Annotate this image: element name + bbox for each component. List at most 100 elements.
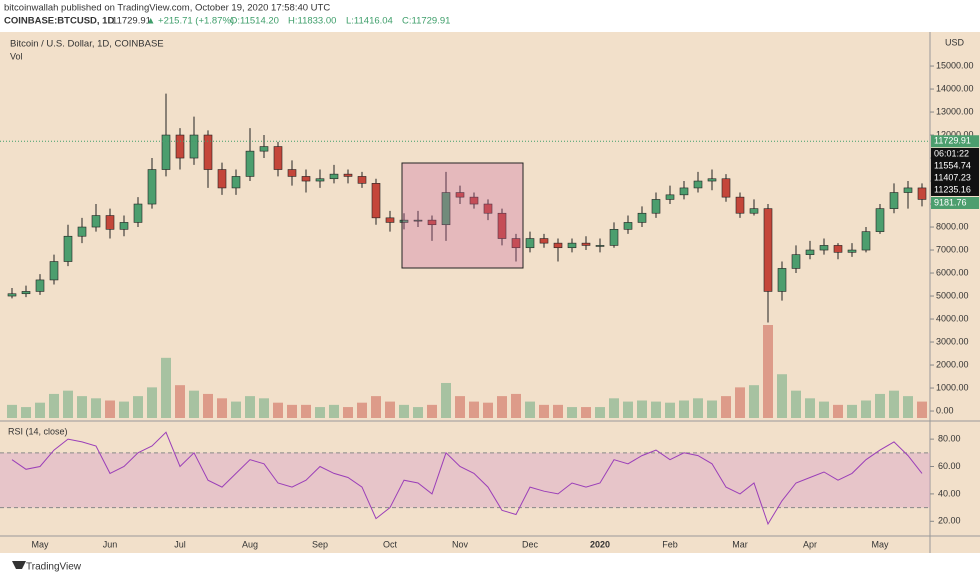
volume-bar	[399, 404, 409, 418]
x-tick-label: Nov	[452, 539, 469, 549]
volume-bar	[623, 401, 633, 418]
candle-body	[735, 196, 745, 214]
candle-body	[819, 245, 829, 251]
volume-bar	[553, 404, 563, 418]
price-label: 11554.74	[934, 160, 971, 170]
candle-body	[455, 192, 465, 198]
price-label-box	[931, 197, 979, 209]
volume-bar	[819, 401, 829, 418]
volume-bar	[161, 357, 171, 418]
candle-body	[49, 261, 59, 281]
y-tick-label: 7000.00	[936, 244, 969, 254]
x-tick-label: Feb	[662, 539, 678, 549]
x-tick-label: Apr	[803, 539, 817, 549]
volume-bar	[203, 393, 213, 418]
volume-bar	[651, 401, 661, 418]
candle-body	[301, 176, 311, 182]
candle-body	[441, 192, 451, 226]
volume-bar	[441, 382, 451, 418]
price-label-box	[931, 148, 979, 160]
candle-body	[91, 215, 101, 228]
x-tick-label: 2020	[590, 539, 610, 549]
candle-body	[693, 180, 703, 189]
last-price-label: 11729.91	[934, 136, 971, 146]
candle-body	[847, 249, 857, 253]
volume-bar	[679, 400, 689, 418]
price-label: 11407.23	[934, 172, 971, 182]
volume-bar	[861, 400, 871, 418]
volume-bar	[63, 390, 73, 418]
y-tick-label: 20.00	[938, 516, 961, 526]
volume-bar	[665, 402, 675, 418]
y-tick-label: 80.00	[938, 433, 961, 443]
volume-bar	[413, 407, 423, 418]
candle-body	[203, 134, 213, 170]
candle-body	[707, 178, 717, 182]
footer: TradingView	[26, 562, 82, 573]
x-tick-label: Mar	[732, 539, 748, 549]
candle-body	[777, 268, 787, 292]
candle-body	[889, 192, 899, 209]
candle-body	[105, 215, 115, 230]
volume-bar	[525, 401, 535, 418]
candle-body	[7, 293, 17, 297]
y-tick-label: 2000.00	[936, 359, 969, 369]
volume-bar	[105, 400, 115, 418]
volume-bar	[301, 404, 311, 418]
volume-bar	[637, 400, 647, 418]
price-label-box	[931, 160, 979, 172]
candle-body	[231, 176, 241, 189]
ohlc-low: L:11416.04	[346, 16, 393, 27]
symbol: COINBASE:BTCUSD, 1D	[4, 16, 114, 27]
candle-body	[875, 208, 885, 232]
candle-body	[511, 238, 521, 249]
candle-body	[77, 226, 87, 237]
candle-body	[609, 229, 619, 246]
volume-bar	[21, 407, 31, 418]
candle-body	[651, 199, 661, 214]
volume-label: Vol	[10, 51, 23, 61]
rsi-line	[11, 431, 923, 526]
last: 11729.91	[112, 16, 151, 27]
volume-bar	[245, 396, 255, 418]
candle-body	[721, 178, 731, 198]
volume-bar	[511, 393, 521, 418]
volume-bar	[847, 404, 857, 418]
volume-bar	[693, 398, 703, 418]
y-tick-label: 14000.00	[936, 83, 974, 93]
candle-body	[763, 208, 773, 292]
volume-bar	[805, 398, 815, 418]
y-tick-label: 15000.00	[936, 60, 974, 70]
candle-body	[413, 219, 423, 222]
candle-body	[833, 245, 843, 253]
candle-body	[343, 173, 353, 177]
candle-body	[217, 169, 227, 189]
candle-body	[861, 231, 871, 251]
price-label-box	[931, 172, 979, 184]
candle-body	[175, 134, 185, 159]
candle-body	[749, 208, 759, 214]
x-tick-label: May	[31, 539, 49, 549]
volume-bar	[455, 396, 465, 418]
volume-bar	[469, 401, 479, 418]
x-tick-label: Dec	[522, 539, 539, 549]
candle-body	[133, 203, 143, 223]
volume-bar	[35, 402, 45, 418]
volume-bar	[581, 407, 591, 418]
volume-bar	[343, 407, 353, 418]
candle-body	[567, 242, 577, 249]
y-tick-label: 3000.00	[936, 336, 969, 346]
candle-body	[427, 219, 437, 226]
volume-bar	[791, 390, 801, 418]
candle-body	[119, 222, 129, 230]
rsi-band	[0, 452, 930, 508]
y-tick-label: 5000.00	[936, 290, 969, 300]
publisher: bitcoinwallah published on TradingView.c…	[4, 3, 330, 14]
candle-body	[497, 212, 507, 239]
volume-bar	[147, 387, 157, 418]
volume-bar	[497, 396, 507, 418]
volume-bar	[49, 393, 59, 418]
candle-body	[637, 212, 647, 223]
candle-body	[21, 291, 31, 295]
